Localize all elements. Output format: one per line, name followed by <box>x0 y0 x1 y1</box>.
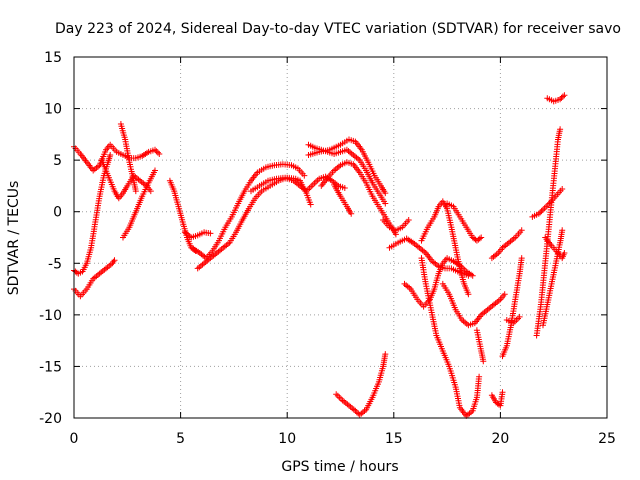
x-tick-label: 15 <box>385 431 403 447</box>
data-point-markers <box>401 255 476 310</box>
data-point-markers <box>418 198 472 298</box>
x-tick-label: 10 <box>278 431 296 447</box>
series-track-j <box>190 161 308 262</box>
data-point-markers <box>333 351 389 418</box>
data-point-markers <box>444 200 485 244</box>
data-point-markers <box>305 136 389 197</box>
data-point-markers <box>386 235 472 279</box>
y-tick-label: -15 <box>39 359 62 375</box>
y-tick-label: 15 <box>44 50 62 66</box>
y-tick-label: 10 <box>44 102 62 118</box>
y-tick-label: -10 <box>39 308 62 324</box>
y-axis-label: SDTVAR / TECUs <box>6 181 22 296</box>
data-point-markers <box>297 177 314 208</box>
series-track-s <box>401 255 476 310</box>
series-track-h <box>181 229 214 241</box>
series-track-y <box>488 227 525 262</box>
data-point-markers <box>380 217 412 234</box>
series-track-w <box>444 200 485 244</box>
series-track-f <box>120 167 158 241</box>
series-track-t <box>418 198 472 298</box>
data-point-markers <box>488 389 506 409</box>
y-tick-label: -5 <box>48 256 62 272</box>
grid-lines <box>74 57 607 418</box>
data-point-markers <box>331 181 355 217</box>
x-tick-label: 0 <box>70 431 79 447</box>
plot-frame <box>73 56 608 419</box>
data-point-markers <box>544 92 568 105</box>
data-point-markers <box>542 234 568 262</box>
series-track-p <box>331 181 355 217</box>
data-point-markers <box>120 167 158 241</box>
x-tick-label: 20 <box>491 431 509 447</box>
series-track-ah <box>333 351 389 418</box>
y-tick-label: -20 <box>39 411 62 427</box>
series-track-x <box>473 327 487 365</box>
series-track-r <box>386 235 472 279</box>
x-tick-label: 25 <box>598 431 616 447</box>
data-point-markers <box>439 280 508 329</box>
series-track-n <box>305 136 389 197</box>
series-track-ag <box>544 92 568 105</box>
series-track-q <box>380 217 412 234</box>
data-point-markers <box>473 327 487 365</box>
chart-title: Day 223 of 2024, Sidereal Day-to-day VTE… <box>55 21 621 37</box>
y-tick-label: 5 <box>53 153 62 169</box>
data-point-markers <box>418 255 483 419</box>
data-point-markers <box>190 161 308 262</box>
data-point-markers <box>503 313 523 327</box>
data-point-markers <box>533 126 564 339</box>
series-track-l <box>297 177 314 208</box>
series-track-u <box>418 255 483 419</box>
series-track-af <box>542 234 568 262</box>
data-point-markers <box>540 227 566 329</box>
y-tick-labels: -20 -15 -10 -5 0 5 10 15 <box>39 50 62 427</box>
data-point-markers <box>117 121 139 195</box>
series-track-z <box>488 389 506 409</box>
series-track-e <box>117 121 139 195</box>
x-tick-labels: 0 5 10 15 20 25 <box>70 431 616 447</box>
series-track-v <box>439 280 508 329</box>
series-track-ab <box>503 313 523 327</box>
series-track-ad <box>533 126 564 339</box>
data-point-markers <box>488 227 525 262</box>
data-point-markers <box>499 255 525 360</box>
x-axis-label: GPS time / hours <box>281 459 398 475</box>
y-tick-label: 0 <box>53 205 62 221</box>
series-track-aa <box>499 255 525 360</box>
x-tick-label: 5 <box>176 431 185 447</box>
data-point-markers <box>181 229 214 241</box>
axis-ticks <box>73 56 608 419</box>
series-track-ae <box>540 227 566 329</box>
